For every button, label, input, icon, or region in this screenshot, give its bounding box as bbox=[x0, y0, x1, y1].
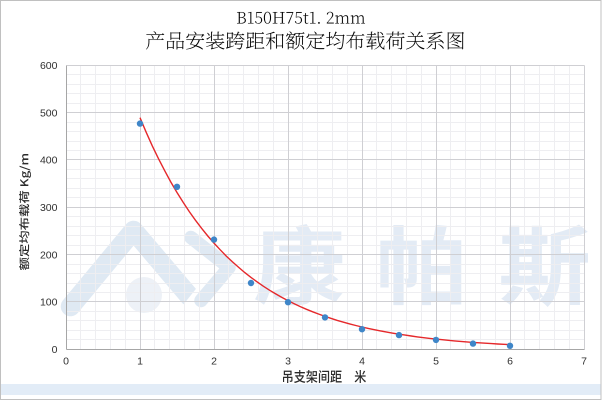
svg-text:0: 0 bbox=[63, 355, 69, 367]
svg-text:300: 300 bbox=[40, 202, 58, 214]
svg-text:500: 500 bbox=[40, 107, 58, 119]
svg-text:400: 400 bbox=[40, 155, 58, 167]
svg-text:5: 5 bbox=[433, 355, 439, 367]
svg-text:2: 2 bbox=[211, 355, 217, 367]
svg-text:3: 3 bbox=[285, 355, 291, 367]
svg-text:6: 6 bbox=[507, 355, 513, 367]
svg-text:100: 100 bbox=[40, 297, 58, 309]
svg-text:200: 200 bbox=[40, 249, 58, 261]
svg-text:0: 0 bbox=[52, 344, 58, 356]
svg-text:4: 4 bbox=[359, 355, 365, 367]
svg-text:600: 600 bbox=[40, 60, 58, 72]
svg-text:1: 1 bbox=[137, 355, 143, 367]
svg-text:7: 7 bbox=[581, 355, 587, 367]
